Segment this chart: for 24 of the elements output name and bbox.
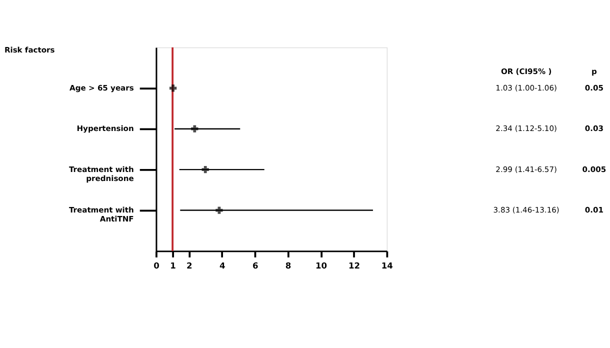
y-tick-label: Treatment with AntiTNF xyxy=(68,206,134,224)
x-tick-label: 12 xyxy=(348,260,360,271)
x-tick-label: 0 xyxy=(154,260,160,271)
y-tick-label: Hypertension xyxy=(76,124,134,134)
x-tick-label: 10 xyxy=(316,260,328,271)
x-tick-label: 4 xyxy=(220,260,226,271)
text: 0.01 xyxy=(584,206,604,215)
x-tick-label: 1 xyxy=(170,260,176,271)
y-tick-label: Treatment with prednisone xyxy=(68,164,134,183)
text: 0.005 xyxy=(582,164,606,174)
text: p xyxy=(591,66,598,76)
text: 0.03 xyxy=(584,124,604,134)
text: OR (CI95% ) xyxy=(500,66,552,76)
data-label: 2.34 (1.12-5.10) xyxy=(496,124,558,134)
data-label: 1.03 (1.00-1.06) xyxy=(496,83,558,92)
y-axis-title: Risk factors xyxy=(4,46,56,55)
x-tick-label: 8 xyxy=(285,260,292,271)
data-label: 3.83 (1.46-13.16) xyxy=(493,206,560,215)
x-tick-label: 6 xyxy=(252,260,258,271)
x-tick-label: 14 xyxy=(381,260,394,271)
y-tick-label: Age > 65 years xyxy=(70,83,134,92)
data-label: 2.99 (1.41-6.57) xyxy=(496,164,558,174)
x-tick-label: 2 xyxy=(186,260,193,271)
text: 0.05 xyxy=(584,83,604,92)
